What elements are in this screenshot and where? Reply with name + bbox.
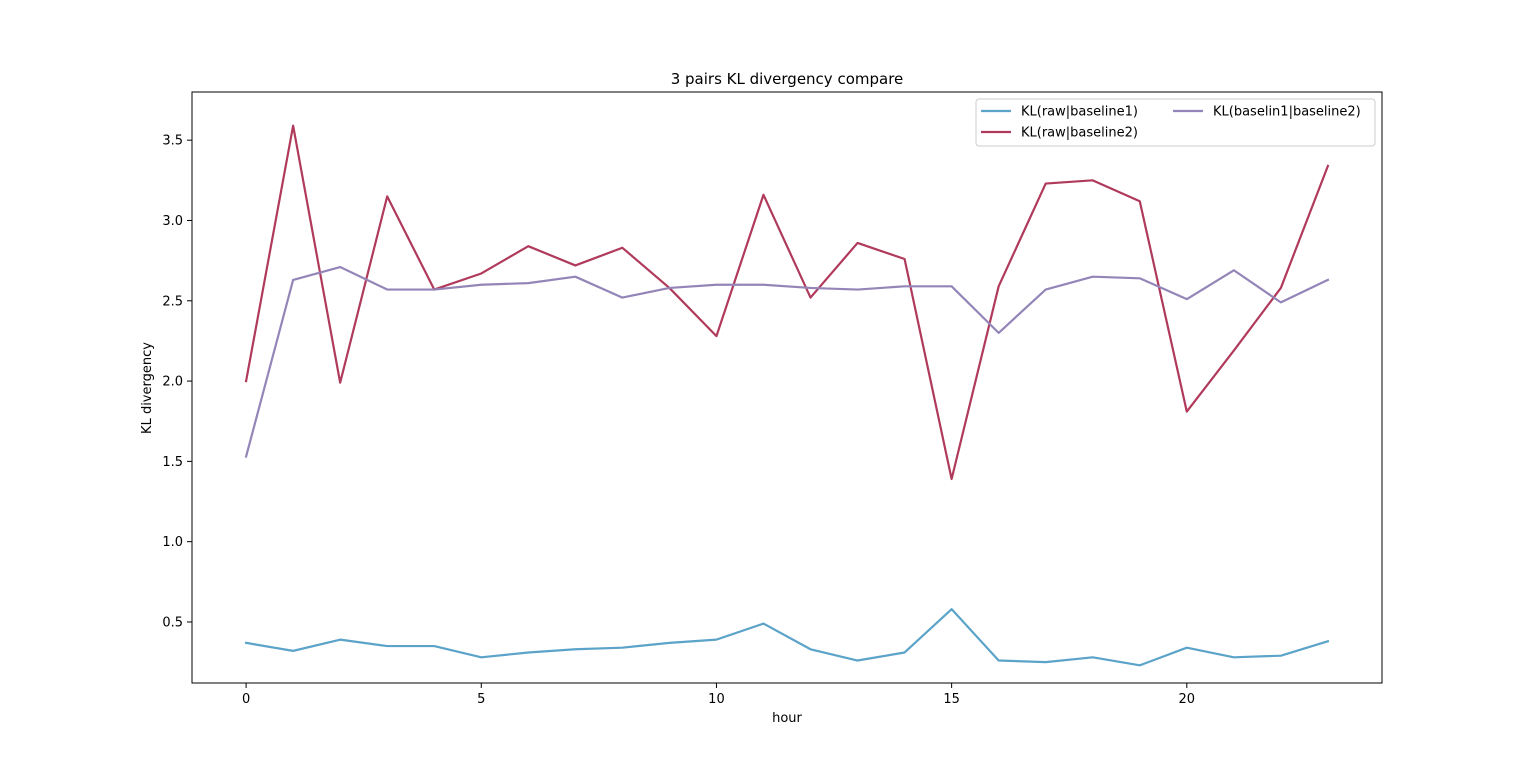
- legend-label-1: KL(raw|baseline1): [1021, 105, 1138, 120]
- legend-frame: [975, 98, 1376, 147]
- y-axis-label: KL divergency: [140, 342, 155, 434]
- y-tick-label: 2.5: [162, 294, 183, 309]
- series-line-1: [244, 608, 1330, 667]
- x-axis: 0 5 10 15 20: [242, 683, 1195, 707]
- y-axis: 0.5 1.0 1.5 2.0 2.5 3.0 3.5: [162, 134, 192, 630]
- x-tick-label: 15: [943, 692, 960, 707]
- legend-label-2: KL(raw|baseline2): [1021, 126, 1138, 141]
- y-tick-label: 2.0: [162, 375, 183, 390]
- plot-frame: [191, 91, 1383, 684]
- chart-title: 3 pairs KL divergency compare: [671, 70, 904, 88]
- x-axis-label: hour: [772, 711, 802, 726]
- legend-label-3: KL(baselin1|baseline2): [1213, 105, 1361, 120]
- x-tick-label: 0: [242, 692, 250, 707]
- plot-area: [191, 91, 1383, 684]
- x-tick-label: 5: [477, 692, 485, 707]
- y-tick-label: 3.0: [162, 214, 183, 229]
- x-tick-label: 10: [708, 692, 725, 707]
- y-tick-label: 1.5: [162, 455, 183, 470]
- legend: KL(raw|baseline1) KL(raw|baseline2) KL(bas…: [975, 98, 1376, 147]
- y-tick-label: 0.5: [162, 615, 183, 630]
- y-tick-label: 1.0: [162, 535, 183, 550]
- series-line-2: [244, 124, 1330, 481]
- y-tick-label: 3.5: [162, 134, 183, 149]
- series-line-3: [244, 265, 1330, 458]
- x-tick-label: 20: [1179, 692, 1196, 707]
- series-layer: [244, 124, 1330, 667]
